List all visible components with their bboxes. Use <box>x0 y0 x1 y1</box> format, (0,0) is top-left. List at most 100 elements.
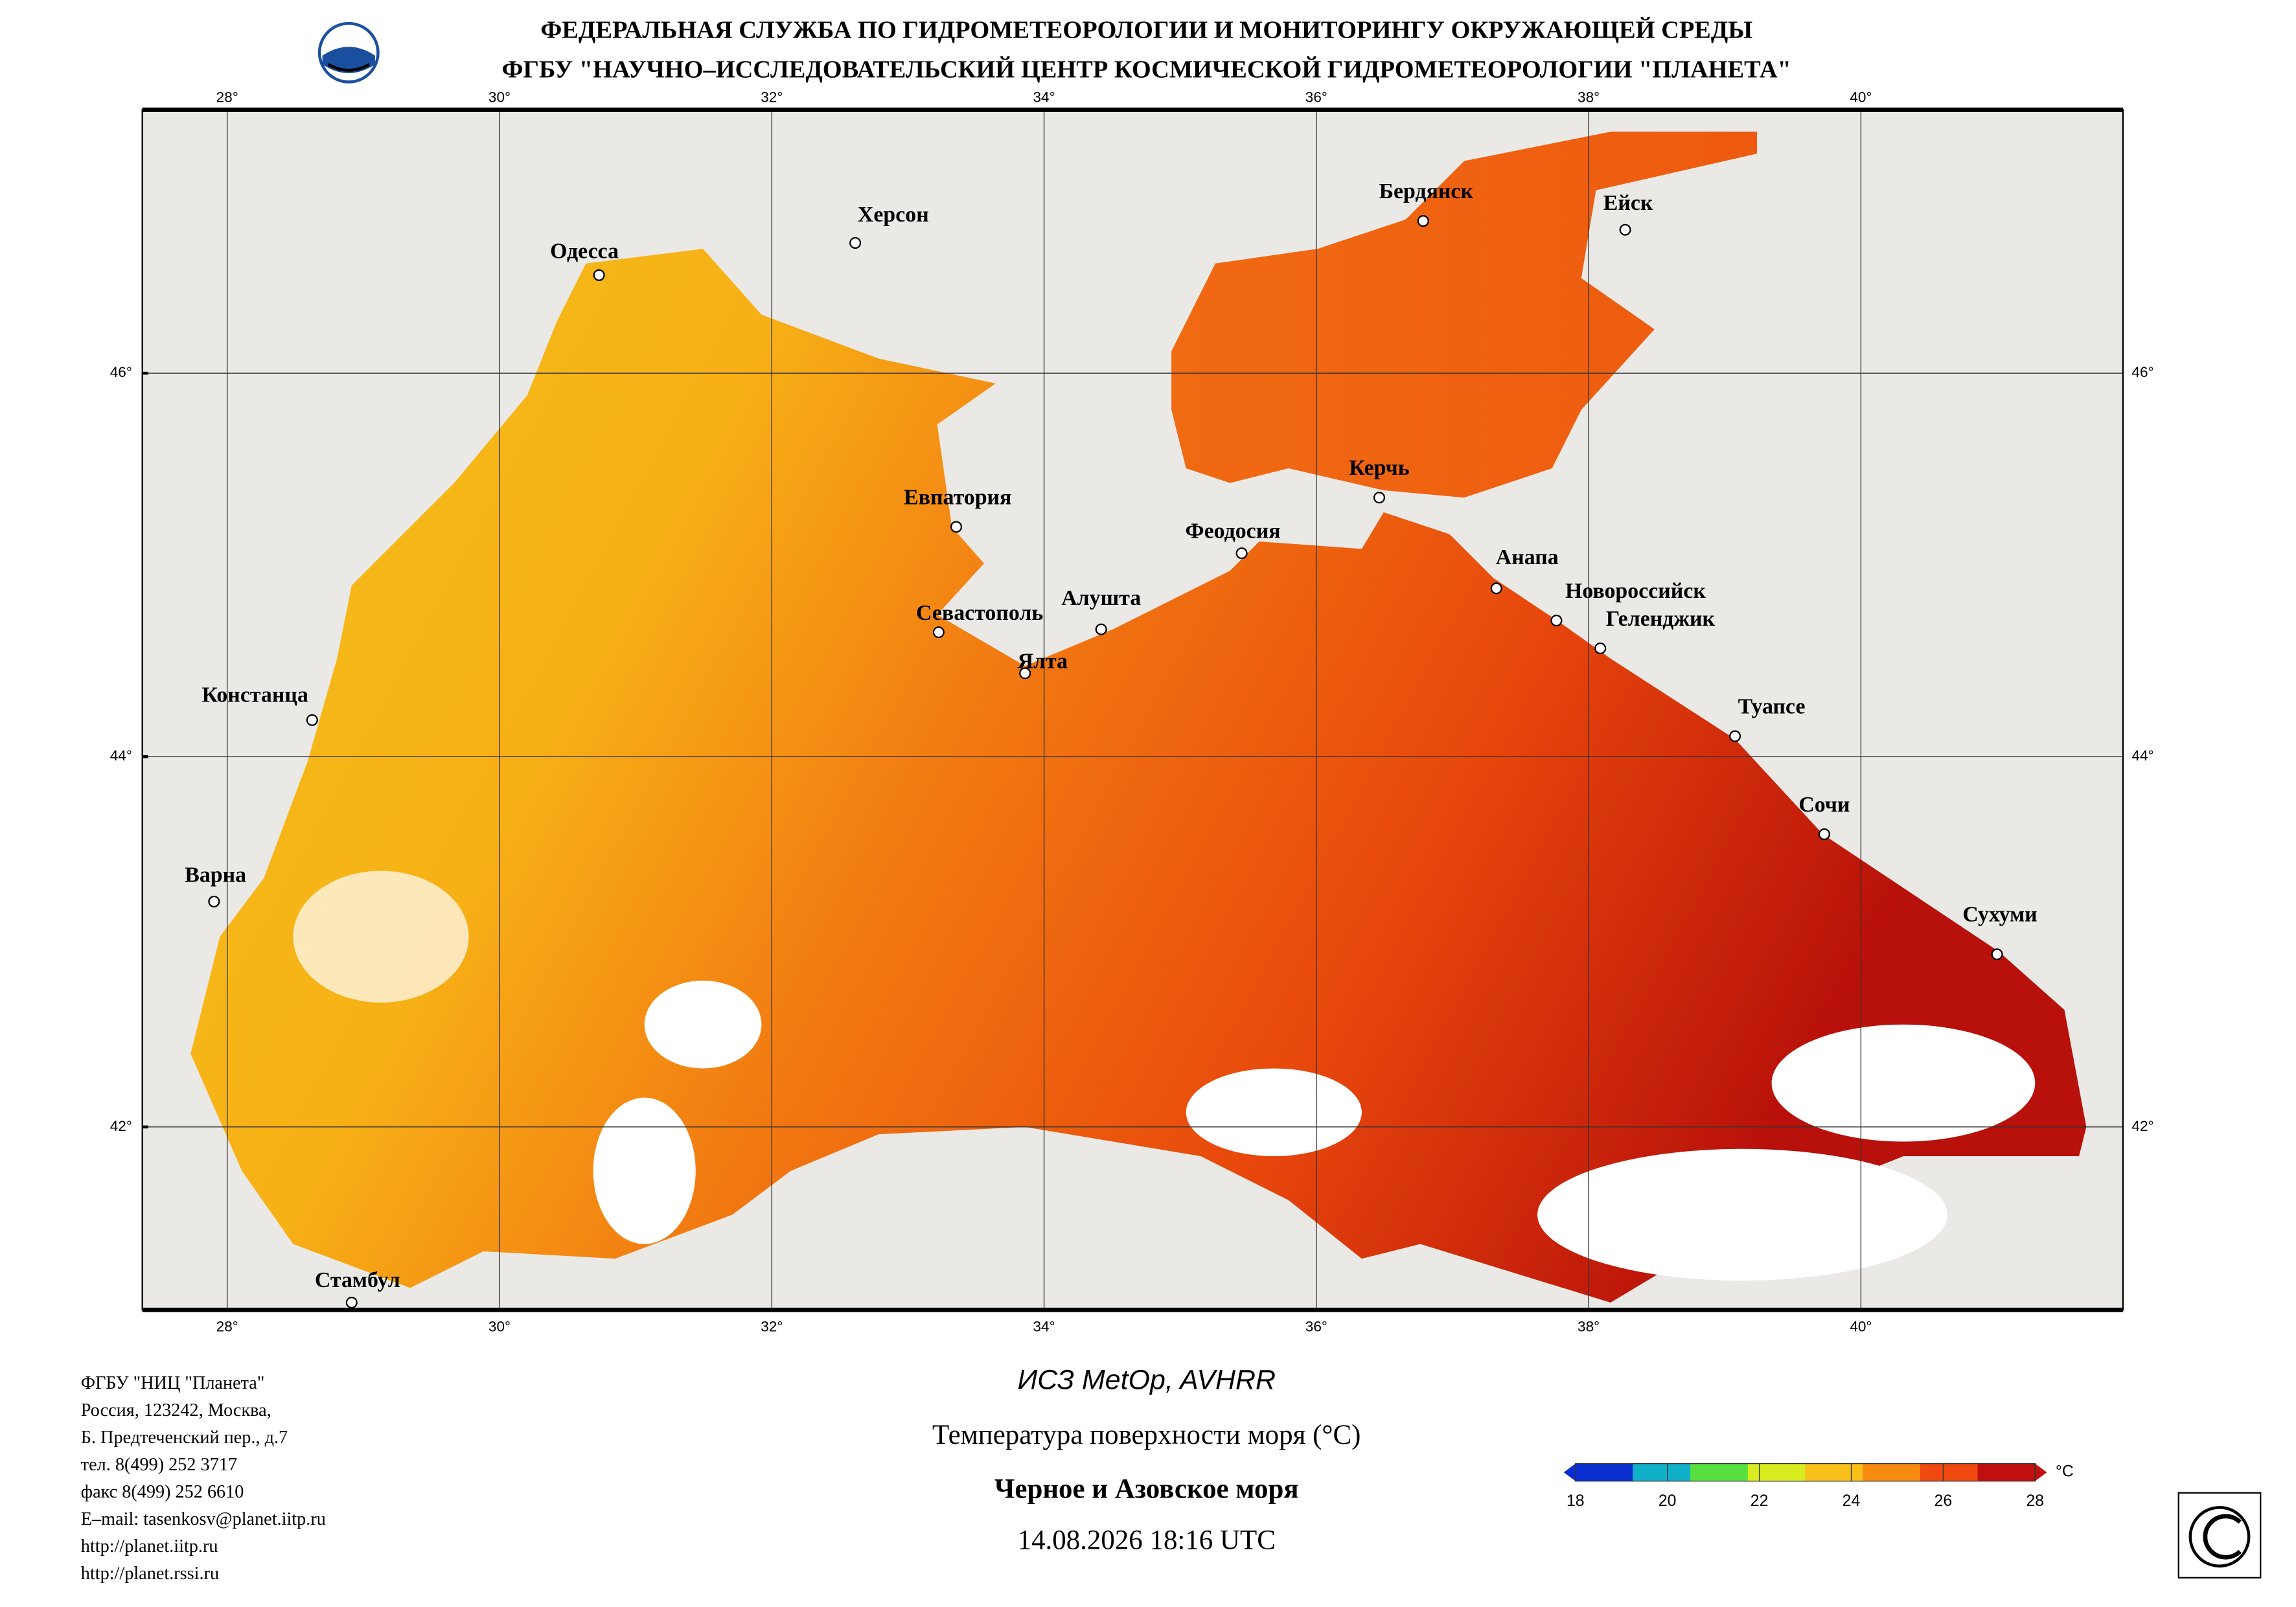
city-label: Ялта <box>1018 649 1068 673</box>
lon-label: 34° <box>1033 1318 1055 1334</box>
contact-line: http://planet.rssi.ru <box>81 1564 219 1584</box>
graticule: 28° 28° 30° 30° 32° 32° 34° 34° 36° 36° 38° 38° 40° 4… <box>110 89 2154 1334</box>
colorbar-segment <box>1690 1463 1749 1481</box>
contact-line: http://planet.iitp.ru <box>81 1536 218 1556</box>
city-label: Одесса <box>550 240 619 264</box>
contact-line: факс 8(499) 252 6610 <box>81 1482 244 1502</box>
city-label: Геленджик <box>1606 607 1716 631</box>
city-marker <box>1019 667 1031 679</box>
city-marker <box>932 626 945 639</box>
lon-label: 38° <box>1578 1318 1600 1334</box>
lat-label: 44° <box>2131 747 2153 764</box>
city-marker <box>593 269 605 281</box>
city-label: Новороссийск <box>1565 579 1706 603</box>
colorbar: 18 20 22 24 26 28 °C <box>1563 1463 2074 1510</box>
lon-label: 36° <box>1305 1318 1327 1334</box>
city-marker <box>1818 828 1830 840</box>
city-marker <box>1729 730 1741 742</box>
header-line: ФГБУ "НАУЧНО–ИССЛЕДОВАТЕЛЬСКИЙ ЦЕНТР КОС… <box>502 56 1791 84</box>
colorbar-unit: °C <box>2056 1463 2074 1481</box>
city-marker <box>1095 623 1107 635</box>
lat-tick <box>142 1125 148 1129</box>
colorbar-label: 18 <box>1567 1492 1585 1510</box>
header-line: ФЕДЕРАЛЬНАЯ СЛУЖБА ПО ГИДРОМЕТЕОРОЛОГИИ … <box>540 17 1752 44</box>
cities: Одесса Херсон Бердянск Ейск Евпатория Керчь Фе… <box>185 179 2038 1309</box>
lat-label: 46° <box>110 364 132 380</box>
city-marker <box>208 895 220 907</box>
clouds <box>293 871 2036 1281</box>
iso-badge <box>2177 1492 2262 1579</box>
colorbar-segment <box>1977 1463 2036 1481</box>
colorbar-label: 24 <box>1843 1492 1861 1510</box>
map <box>142 109 2123 1310</box>
colorbar-segment <box>1863 1463 1922 1481</box>
city-marker <box>1490 582 1502 595</box>
colorbar-arrow <box>1563 1463 1576 1481</box>
city-label: Стамбул <box>315 1268 400 1292</box>
city-label: Севастополь <box>916 601 1043 625</box>
contact-line: Россия, 123242, Москва, <box>81 1400 271 1420</box>
lon-label: 40° <box>1850 89 1872 105</box>
city-label: Херсон <box>858 203 929 227</box>
lon-label: 32° <box>761 89 783 105</box>
lon-label: 32° <box>761 1318 783 1334</box>
lon-label: 28° <box>216 89 238 105</box>
satellite: ИСЗ MetOp, AVHRR <box>1018 1364 1276 1395</box>
city-label: Туапсе <box>1738 694 1806 718</box>
city-label: Керчь <box>1349 456 1409 480</box>
city-label: Сухуми <box>1962 902 2037 926</box>
city-label: Варна <box>185 863 246 887</box>
sea-of-azov <box>1171 131 1757 498</box>
city-label: Ейск <box>1603 191 1653 215</box>
colorbar-segment <box>1747 1463 1806 1481</box>
city-marker <box>1594 642 1607 655</box>
logo <box>317 21 380 84</box>
city-marker <box>1991 948 2003 961</box>
colorbar-label: 20 <box>1659 1492 1677 1510</box>
lon-label: 38° <box>1578 89 1600 105</box>
lon-label: 40° <box>1850 1318 1872 1334</box>
city-marker <box>1619 223 1631 236</box>
contact-line: Б. Предтеченский пер., д.7 <box>81 1428 288 1448</box>
city-marker <box>1235 547 1248 560</box>
colorbar-label: 28 <box>2026 1492 2044 1510</box>
lon-label: 34° <box>1033 89 1055 105</box>
city-label: Алушта <box>1061 586 1141 610</box>
city-marker <box>306 714 318 726</box>
city-marker <box>950 521 963 533</box>
colorbar-label: 26 <box>1934 1492 1953 1510</box>
datetime: 14.08.2026 18:16 UTC <box>1018 1525 1276 1555</box>
region: Черное и Азовское моря <box>994 1474 1299 1504</box>
city-label: Евпатория <box>904 485 1011 509</box>
colorbar-label: 22 <box>1751 1492 1769 1510</box>
city-marker <box>345 1296 358 1309</box>
lat-tick <box>142 371 148 375</box>
contact-line: E–mail: tasenkosv@planet.iitp.ru <box>81 1509 326 1529</box>
city-label: Феодосия <box>1186 519 1281 543</box>
parameter: Температура поверхности моря (°C) <box>932 1420 1360 1450</box>
city-label: Констанца <box>201 683 308 707</box>
city-marker <box>849 237 862 249</box>
city-marker <box>1550 615 1563 627</box>
lon-label: 30° <box>488 89 511 105</box>
colorbar-segment <box>1575 1463 1634 1481</box>
city-marker <box>1373 492 1386 504</box>
city-label: Бердянск <box>1379 179 1474 203</box>
colorbar-segment <box>1805 1463 1864 1481</box>
colorbar-segment <box>1633 1463 1692 1481</box>
city-label: Анапа <box>1496 545 1559 569</box>
city-label: Сочи <box>1798 793 1850 817</box>
contacts: ФГБУ "НИЦ "Планета" Россия, 123242, Москв… <box>81 1373 326 1584</box>
colorbar-arrow <box>2035 1463 2047 1481</box>
lat-label: 42° <box>2131 1118 2153 1134</box>
city-marker <box>1417 215 1429 227</box>
lat-label: 42° <box>110 1118 132 1134</box>
lon-label: 28° <box>216 1318 238 1334</box>
contact-line: тел. 8(499) 252 3717 <box>81 1455 237 1475</box>
lat-tick <box>142 755 148 758</box>
lon-label: 36° <box>1305 89 1327 105</box>
lon-label: 30° <box>488 1318 511 1334</box>
contact-line: ФГБУ "НИЦ "Планета" <box>81 1373 265 1393</box>
